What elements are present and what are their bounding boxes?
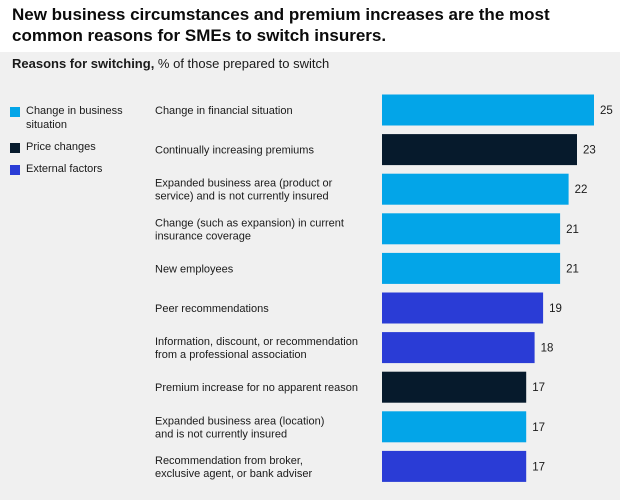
- legend-swatch-price-changes: [10, 143, 20, 153]
- chart-header: New business circumstances and premium i…: [0, 0, 620, 52]
- legend-label: Price changes: [26, 141, 96, 153]
- subtitle-rest: % of those prepared to switch: [154, 56, 330, 71]
- legend-item-change-in-business-situation: Change in business situation: [10, 104, 140, 132]
- subtitle-bold: Reasons for switching,: [12, 56, 155, 71]
- legend-label: Change in business situation: [26, 105, 123, 131]
- legend-swatch-change-in-business-situation: [10, 107, 20, 117]
- legend-item-external-factors: External factors: [10, 162, 140, 176]
- legend-swatch-external-factors: [10, 165, 20, 175]
- legend-label: External factors: [26, 163, 103, 175]
- chart-legend: Change in business situation Price chang…: [10, 104, 140, 184]
- legend-item-price-changes: Price changes: [10, 140, 140, 154]
- chart-title: New business circumstances and premium i…: [12, 5, 550, 45]
- chart-subtitle: Reasons for switching, % of those prepar…: [12, 56, 329, 72]
